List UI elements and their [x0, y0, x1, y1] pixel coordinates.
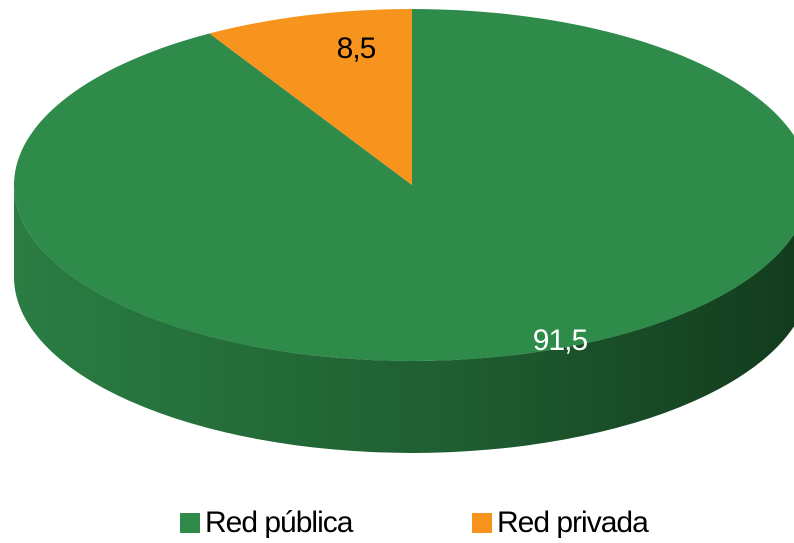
pie-side-wall: [14, 185, 794, 453]
data-label-red-publica: 91,5: [533, 324, 588, 357]
legend-item-red-publica: Red pública: [180, 505, 353, 541]
pie-slice-red-privada: [209, 9, 412, 185]
legend-label-red-publica: Red pública: [205, 506, 353, 539]
legend: Red pública Red privada: [0, 505, 794, 543]
legend-item-red-privada: Red privada: [472, 505, 649, 541]
data-label-red-privada: 8,5: [337, 32, 376, 65]
pie-slice-red-publica: [14, 9, 794, 361]
legend-swatch-red-publica: [180, 513, 200, 533]
legend-label-red-privada: Red privada: [497, 506, 649, 539]
legend-swatch-red-privada: [472, 513, 492, 533]
